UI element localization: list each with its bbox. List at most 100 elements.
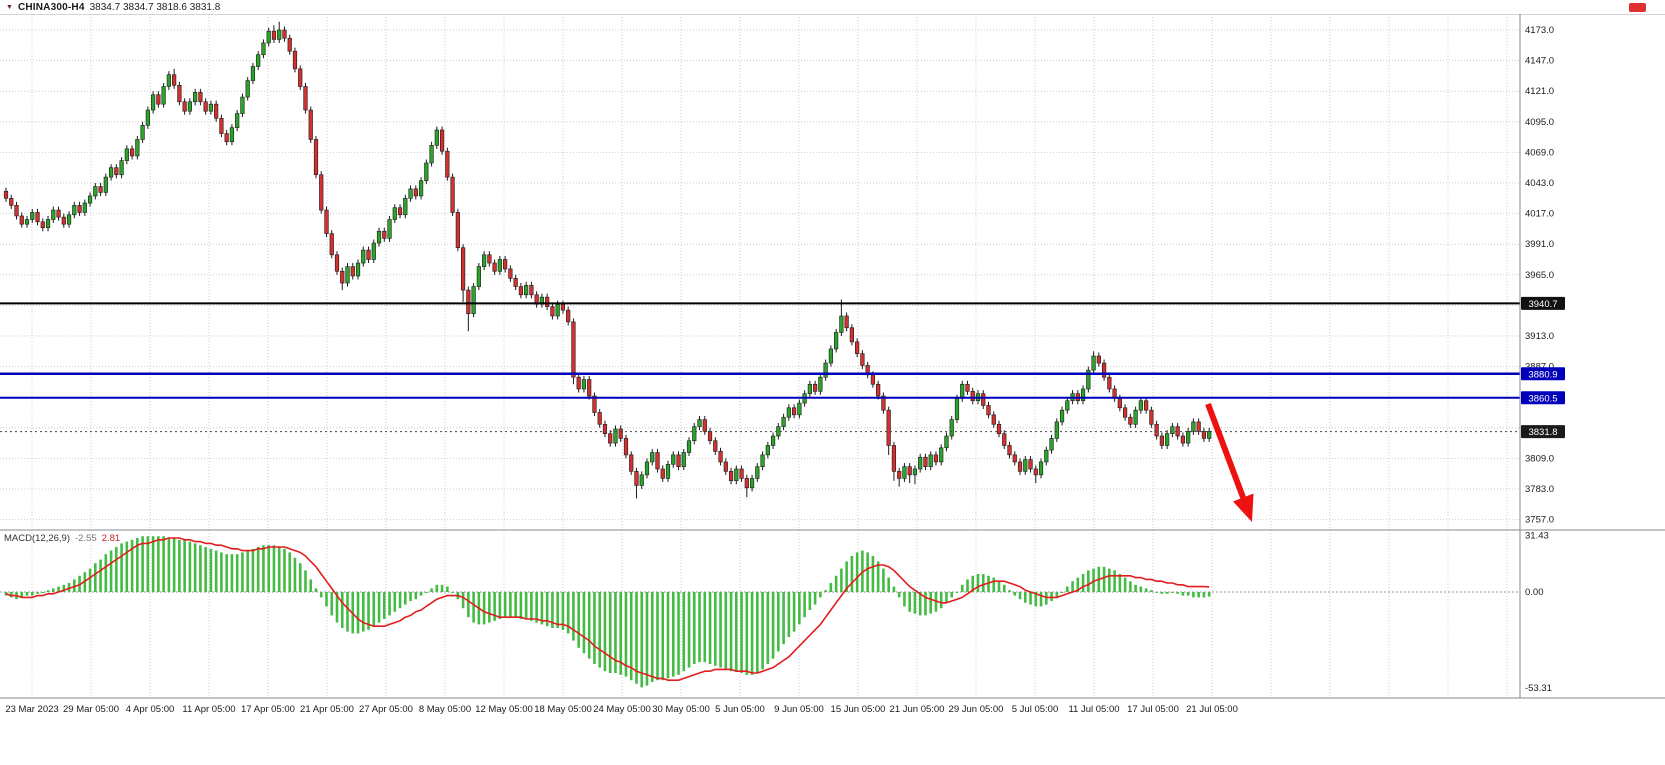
macd-bar — [167, 538, 171, 592]
bull-candle — [781, 416, 786, 427]
bear-candle — [450, 176, 455, 213]
macd-bar — [393, 592, 397, 612]
macd-bar — [530, 592, 533, 621]
time-tick-label: 15 Jun 05:00 — [831, 704, 886, 715]
macd-bar — [115, 547, 118, 592]
bear-candle — [56, 209, 61, 218]
macd-bar — [698, 592, 701, 663]
bear-candle — [182, 101, 187, 112]
macd-bar — [419, 592, 423, 596]
macd-bar — [241, 552, 244, 592]
macd-bar — [1044, 592, 1048, 605]
bear-candle — [19, 215, 24, 225]
bear-candle — [114, 167, 119, 176]
bull-candle — [82, 202, 87, 213]
grid — [0, 14, 1520, 698]
macd-bar — [435, 584, 439, 592]
candles — [3, 21, 1212, 499]
bull-candle — [524, 285, 529, 296]
macd-bar — [1092, 568, 1095, 592]
price-level-badge-label: 3831.8 — [1528, 427, 1557, 438]
macd-bar — [204, 547, 207, 592]
bull-candle — [807, 383, 812, 394]
bear-candle — [996, 423, 1002, 434]
bull-candle — [639, 474, 644, 486]
time-tick-label: 29 Jun 05:00 — [949, 704, 1004, 715]
bull-candle — [72, 205, 77, 216]
macd-bar — [871, 556, 875, 592]
macd-bar — [924, 592, 927, 616]
macd-bar — [340, 592, 344, 628]
bull-candle — [834, 332, 839, 350]
bear-candle — [224, 133, 229, 143]
bear-candle — [460, 247, 466, 291]
macd-bar — [46, 590, 50, 592]
trend-arrow[interactable] — [1205, 402, 1247, 502]
bear-candle — [503, 259, 508, 270]
macd-bar — [603, 592, 607, 672]
macd-bar — [293, 557, 297, 592]
macd-bar — [976, 574, 980, 592]
macd-bar — [367, 592, 370, 630]
macd-bar — [1123, 577, 1127, 592]
macd-bar — [987, 575, 990, 592]
bear-candle — [14, 205, 19, 217]
macd-bar — [792, 592, 796, 632]
bear-candle — [1154, 423, 1159, 437]
bull-candle — [161, 86, 166, 105]
bull-candle — [644, 461, 650, 476]
macd-bar — [404, 592, 407, 605]
macd-bar — [1071, 581, 1074, 592]
macd-bar — [99, 559, 102, 592]
ohlc-readout: 3834.7 3834.7 3818.6 3831.8 — [89, 1, 221, 13]
macd-bar — [272, 545, 276, 592]
price-tick-label: 4173.0 — [1525, 25, 1554, 36]
bear-candle — [713, 440, 718, 452]
bear-candle — [1033, 468, 1038, 476]
macd-bar — [876, 561, 880, 592]
bull-candle — [250, 66, 256, 81]
time-tick-label: 21 Apr 05:00 — [300, 704, 354, 715]
macd-bar — [545, 592, 549, 627]
bear-candle — [576, 376, 581, 390]
bull-candle — [944, 435, 949, 449]
bull-candle — [119, 160, 124, 176]
macd-bar — [524, 592, 528, 619]
bull-candle — [361, 249, 366, 264]
time-tick-label: 17 Apr 05:00 — [241, 704, 295, 715]
macd-bar — [146, 536, 150, 592]
macd-bar — [183, 539, 186, 592]
bear-candle — [1096, 355, 1101, 364]
price-level-badge: 3860.5 — [1521, 391, 1565, 405]
bear-candle — [172, 74, 177, 86]
bear-candle — [319, 174, 324, 211]
bear-candle — [891, 445, 897, 472]
macd-bar — [319, 592, 323, 598]
bear-candle — [886, 409, 891, 446]
macd-bar — [298, 563, 302, 592]
time-tick-label: 24 May 05:00 — [593, 704, 651, 715]
bull-candle — [1138, 400, 1143, 411]
symbol-dropdown-icon[interactable]: ▼ — [6, 3, 13, 11]
macd-name: MACD(12,26,9) — [4, 533, 70, 544]
bull-candle — [797, 402, 802, 416]
bull-candle — [51, 209, 56, 220]
macd-bar — [446, 586, 449, 592]
bear-candle — [214, 103, 219, 119]
macd-bar — [1150, 590, 1153, 592]
bear-candle — [813, 383, 818, 392]
macd-bar — [813, 592, 817, 605]
macd-bar — [9, 592, 13, 598]
time-tick-label: 23 Mar 2023 — [5, 704, 58, 715]
macd-bar — [661, 592, 665, 681]
macd-bar — [971, 575, 975, 592]
macd-bar — [1139, 586, 1143, 592]
macd-bar — [388, 592, 391, 616]
macd-bar — [650, 592, 654, 682]
bull-candle — [140, 125, 145, 140]
red-indicator-icon[interactable] — [1629, 3, 1646, 12]
time-tick-label: 17 Jul 05:00 — [1127, 704, 1179, 715]
macd-bar — [593, 592, 596, 664]
bear-candle — [455, 212, 460, 249]
